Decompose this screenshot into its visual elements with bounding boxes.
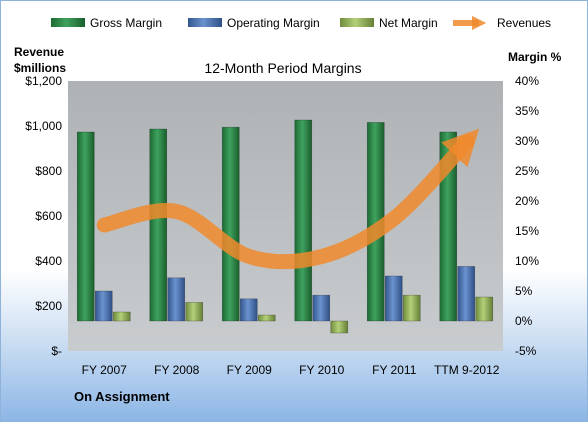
operating-margin-bar xyxy=(457,266,476,322)
ticks-layer: $- $200 $400 $600 $800 $1,000 $1,200 -5% 0% 5% 10%… xyxy=(25,74,539,377)
operating-margin-bar xyxy=(167,277,186,322)
right-tick-label: 10% xyxy=(515,254,539,268)
right-tick-label: 40% xyxy=(515,74,539,88)
revenue-line-layer xyxy=(96,128,480,270)
right-tick-label: 20% xyxy=(515,194,539,208)
x-tick-label: FY 2010 xyxy=(299,363,344,377)
left-axis-title-line2: $millions xyxy=(14,61,66,75)
x-tick-label: TTM 9-2012 xyxy=(434,363,500,377)
gross-margin-bar xyxy=(221,126,240,322)
left-tick-label: $400 xyxy=(35,254,62,268)
x-tick-label: FY 2007 xyxy=(82,363,127,377)
operating-margin-bar xyxy=(384,275,403,322)
right-tick-label: 30% xyxy=(515,134,539,148)
left-tick-label: $1,000 xyxy=(25,119,62,133)
left-tick-label: $800 xyxy=(35,164,62,178)
net-margin-bar xyxy=(257,314,276,322)
gross-margin-bar xyxy=(149,128,168,322)
x-tick-label: FY 2008 xyxy=(154,363,199,377)
legend-item-operating-margin: Operating Margin xyxy=(188,16,320,30)
operating-margin-bar xyxy=(312,294,331,322)
right-tick-label: 0% xyxy=(515,314,533,328)
net-margin-bar xyxy=(185,302,204,322)
right-axis-title: Margin % xyxy=(508,50,562,64)
net-margin-bar xyxy=(402,294,421,322)
right-tick-label: 15% xyxy=(515,224,539,238)
net-margin-bar xyxy=(330,320,349,334)
legend: Gross Margin Operating Margin Net Margin… xyxy=(51,15,551,31)
left-tick-label: $200 xyxy=(35,299,62,313)
net-margin-bar xyxy=(112,311,131,322)
right-tick-label: 5% xyxy=(515,284,533,298)
bars-layer xyxy=(76,119,494,334)
net-margin-bar xyxy=(475,296,494,322)
right-tick-label: 25% xyxy=(515,164,539,178)
operating-margin-bar xyxy=(239,298,258,322)
gross-margin-bar xyxy=(294,119,313,322)
operating-margin-bar xyxy=(94,290,113,322)
x-tick-label: FY 2009 xyxy=(227,363,272,377)
left-tick-label: $1,200 xyxy=(25,74,62,88)
left-tick-label: $600 xyxy=(35,209,62,223)
legend-label-operating-margin: Operating Margin xyxy=(227,16,320,30)
legend-label-net-margin: Net Margin xyxy=(379,16,438,30)
legend-swatch-gross-margin xyxy=(51,18,85,27)
chart-title: 12-Month Period Margins xyxy=(204,60,361,76)
legend-label-gross-margin: Gross Margin xyxy=(90,16,162,30)
legend-swatch-operating-margin xyxy=(188,18,222,27)
legend-item-gross-margin: Gross Margin xyxy=(51,16,162,30)
left-tick-label: $- xyxy=(51,344,62,358)
company-label: On Assignment xyxy=(74,389,170,404)
left-axis-title-line1: Revenue xyxy=(14,45,64,59)
legend-item-revenues: Revenues xyxy=(453,15,551,31)
right-tick-label: 35% xyxy=(515,104,539,118)
legend-swatch-net-margin xyxy=(340,18,374,27)
x-tick-label: FY 2011 xyxy=(372,363,417,377)
legend-item-net-margin: Net Margin xyxy=(340,16,438,30)
legend-label-revenues: Revenues xyxy=(497,16,551,30)
gross-margin-bar xyxy=(76,131,95,322)
right-tick-label: -5% xyxy=(515,344,537,358)
revenues-line xyxy=(96,128,480,270)
